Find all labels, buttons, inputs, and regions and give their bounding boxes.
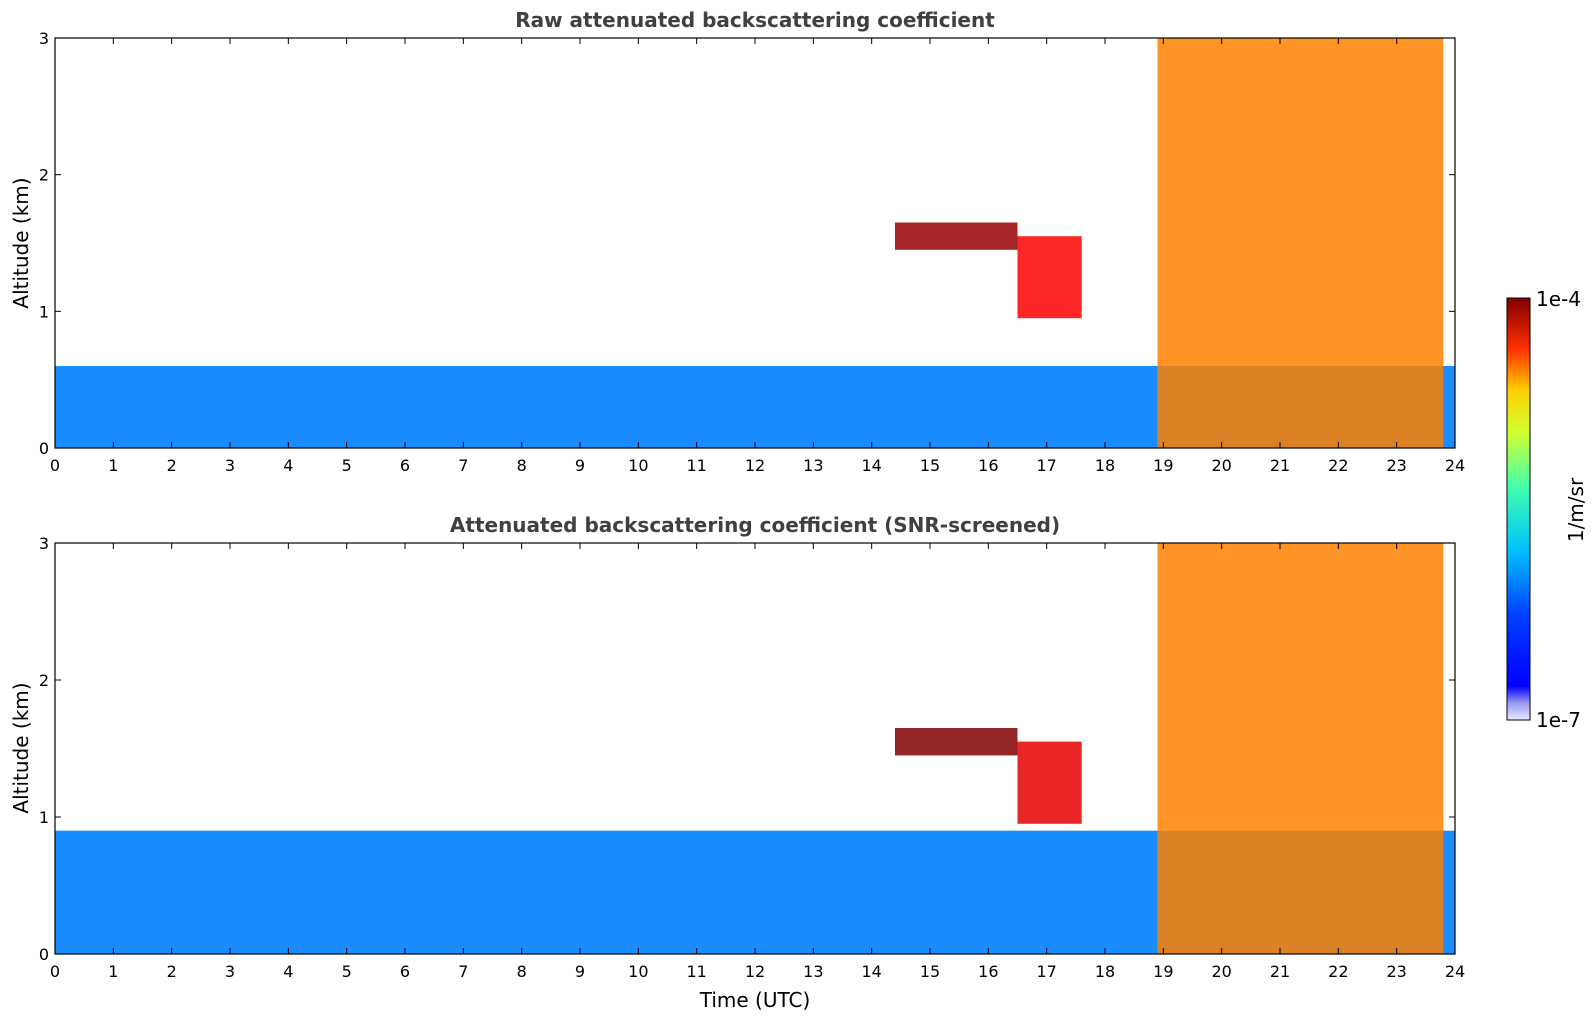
x-tick-label: 8 [517,962,527,981]
x-tick-label: 6 [400,456,410,475]
x-tick-label: 4 [283,962,293,981]
y-axis-label: Altitude (km) [9,682,33,813]
x-tick-label: 23 [1386,456,1406,475]
heatmap-feature [1017,741,1082,824]
x-tick-label: 6 [400,962,410,981]
x-tick-label: 20 [1211,962,1231,981]
x-tick-label: 17 [1036,456,1056,475]
colorbar-max-label: 1e-4 [1536,287,1581,311]
x-tick-label: 13 [803,962,823,981]
y-tick-label: 0 [39,945,49,964]
panel-title: Attenuated backscattering coefficient (S… [450,513,1060,537]
colorbar: 1e-4 1e-7 1/m/sr [1506,287,1588,732]
x-tick-label: 7 [458,456,468,475]
x-tick-label: 9 [575,456,585,475]
x-tick-label: 24 [1445,456,1465,475]
x-tick-label: 21 [1270,962,1290,981]
x-tick-label: 11 [686,962,706,981]
x-tick-label: 22 [1328,962,1348,981]
y-tick-label: 3 [39,29,49,48]
x-tick-label: 8 [517,456,527,475]
x-tick-label: 12 [745,962,765,981]
heatmap-feature [1157,543,1444,954]
colorbar-min-label: 1e-7 [1536,708,1581,732]
x-tick-label: 10 [628,456,648,475]
colorbar-gradient [1506,297,1531,721]
y-axis-ticks: 0 1 2 3 [39,29,1455,458]
y-tick-label: 1 [39,808,49,827]
y-tick-label: 0 [39,439,49,458]
x-tick-label: 15 [920,456,940,475]
panel-title: Raw attenuated backscattering coefficien… [515,8,995,32]
raw-backscatter-panel: Raw attenuated backscattering coefficien… [9,8,1465,475]
x-tick-label: 0 [50,962,60,981]
x-tick-label: 16 [978,456,998,475]
x-tick-label: 23 [1386,962,1406,981]
x-tick-label: 4 [283,456,293,475]
x-tick-label: 21 [1270,456,1290,475]
heatmap-feature [1017,236,1082,319]
x-tick-label: 0 [50,456,60,475]
heatmap-feature [895,222,1018,250]
x-tick-label: 17 [1036,962,1056,981]
x-tick-label: 14 [861,456,881,475]
heatmap-feature [1157,38,1444,448]
colorbar-unit-label: 1/m/sr [1564,477,1588,542]
heatmap-feature [895,728,1018,756]
x-tick-label: 2 [167,962,177,981]
x-tick-label: 3 [225,962,235,981]
x-tick-label: 7 [458,962,468,981]
x-tick-label: 5 [342,456,352,475]
heatmap-cells [55,38,1455,448]
x-tick-label: 10 [628,962,648,981]
y-tick-label: 2 [39,166,49,185]
x-tick-label: 22 [1328,456,1348,475]
x-tick-label: 2 [167,456,177,475]
y-tick-label: 2 [39,671,49,690]
x-tick-label: 9 [575,962,585,981]
x-tick-label: 5 [342,962,352,981]
snr-screened-panel: Attenuated backscattering coefficient (S… [9,513,1465,1012]
x-tick-label: 15 [920,962,940,981]
x-tick-label: 18 [1095,456,1115,475]
y-axis-ticks: 0 1 2 3 [39,534,1455,964]
x-tick-label: 19 [1153,962,1173,981]
y-axis-label: Altitude (km) [9,177,33,308]
x-tick-label: 16 [978,962,998,981]
x-tick-label: 1 [108,456,118,475]
heatmap-cells [55,543,1455,954]
y-tick-label: 1 [39,302,49,321]
x-tick-label: 19 [1153,456,1173,475]
x-tick-label: 24 [1445,962,1465,981]
x-tick-label: 14 [861,962,881,981]
x-tick-label: 11 [686,456,706,475]
x-tick-label: 1 [108,962,118,981]
x-axis-label: Time (UTC) [699,988,811,1012]
y-tick-label: 3 [39,534,49,553]
x-tick-label: 18 [1095,962,1115,981]
x-tick-label: 12 [745,456,765,475]
x-tick-label: 20 [1211,456,1231,475]
x-axis-ticks: 0 1 2 3 4 5 6 7 8 9 10 11 12 13 14 15 16 17 18 19 20 21 22 23 24 [50,543,1465,981]
x-axis-ticks: 0 1 2 3 4 5 6 7 8 9 10 11 12 13 14 15 16 17 18 19 20 21 22 23 24 [50,38,1465,475]
x-tick-label: 13 [803,456,823,475]
x-tick-label: 3 [225,456,235,475]
